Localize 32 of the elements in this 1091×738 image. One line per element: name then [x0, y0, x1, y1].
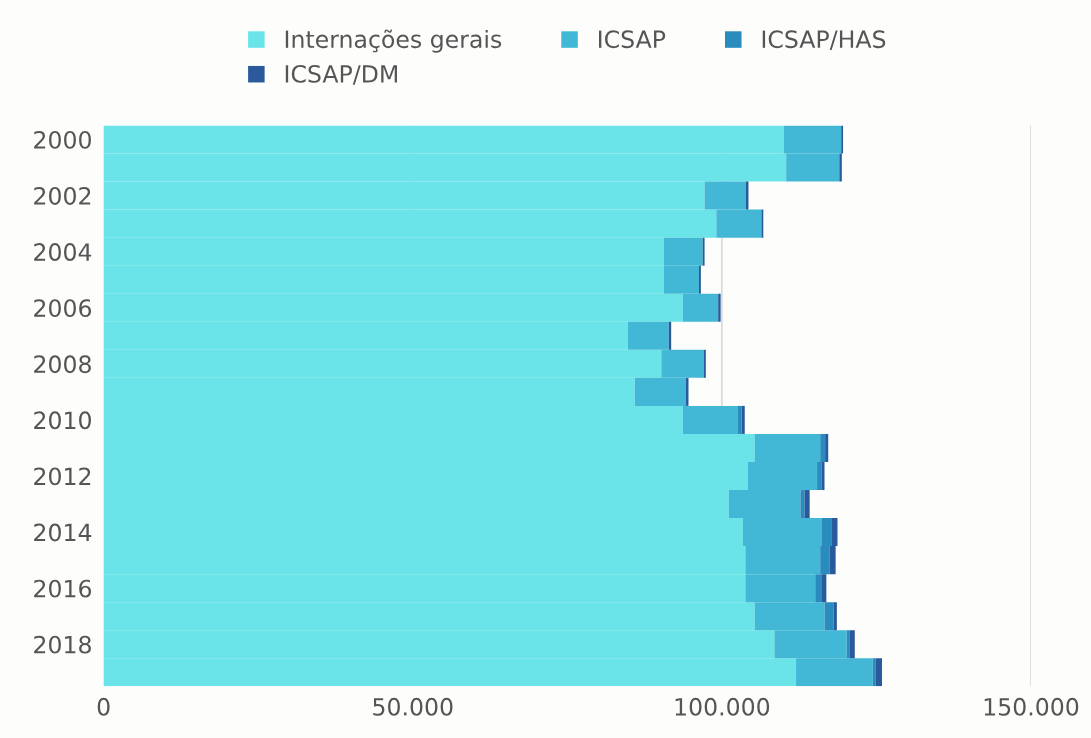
legend-label: ICSAP: [599, 30, 666, 49]
bar: [718, 293, 721, 322]
bar: [822, 574, 827, 603]
bar: [872, 658, 876, 687]
y-tick-label: 2008: [34, 355, 91, 374]
y-tick-label: 2016: [34, 579, 92, 598]
y-tick-label: 2002: [34, 187, 91, 205]
y-tick-label: 2012: [34, 467, 91, 486]
x-tick-label: 100.000: [675, 697, 770, 716]
bar: [833, 602, 837, 631]
bar: [800, 490, 805, 519]
bar: [846, 630, 850, 659]
y-tick-label: 2000: [34, 130, 91, 149]
y-tick-label: 2004: [34, 243, 92, 261]
x-tick-label: 0: [97, 697, 110, 716]
bar: [849, 630, 855, 659]
legend-label: Internações gerais: [285, 29, 502, 53]
x-tick-label: 150.000: [984, 697, 1079, 716]
legend-label: ICSAP/HAS: [762, 30, 886, 51]
bar: [824, 602, 834, 631]
y-tick-label: 2014: [34, 523, 92, 542]
x-tick-label: 50.000: [373, 697, 453, 716]
y-tick-label: 2010: [34, 411, 91, 430]
bar: [825, 433, 829, 462]
y-tick-label: 2018: [34, 635, 91, 654]
bar: [875, 658, 882, 687]
legend-label: ICSAP/DM: [285, 64, 397, 85]
bar: [804, 490, 810, 519]
y-tick-label: 2006: [34, 299, 92, 318]
bar: [737, 405, 742, 434]
bar: [821, 461, 825, 491]
bar: [741, 405, 745, 434]
